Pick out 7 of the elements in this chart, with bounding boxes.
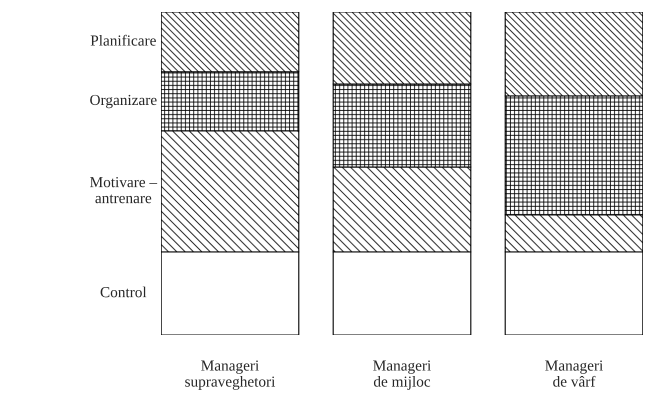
series-label: Planificare [90,34,156,46]
x-tick-label: Manageri supraveghetori [185,360,276,390]
series-label: Control [100,286,146,298]
x-tick-label: Manageri de mijloc [373,360,431,390]
x-tick-label: Manageri de vârf [545,360,603,387]
series-label: Organizare [90,94,157,108]
series-label: Motivare – antrenare [90,176,158,204]
